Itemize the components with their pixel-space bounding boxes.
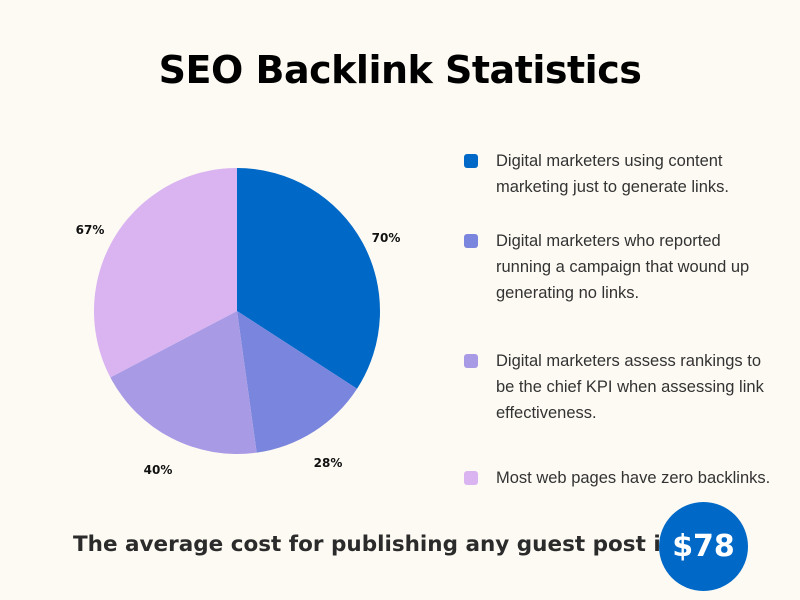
- legend-text: Most web pages have zero backlinks.: [496, 469, 771, 487]
- pie-slice: [110, 311, 257, 454]
- legend-text: Digital marketers assess rankings to be …: [496, 352, 764, 422]
- pie-slice: [237, 168, 380, 389]
- slice-label: 67%: [76, 223, 105, 237]
- legend-swatch: [464, 471, 478, 485]
- legend-swatch: [464, 234, 478, 248]
- legend-swatch: [464, 354, 478, 368]
- legend-item-rankings-kpi: Digital marketers assess rankings to be …: [464, 348, 784, 426]
- legend-swatch: [464, 154, 478, 168]
- pie-slice: [94, 168, 238, 378]
- footer-text: The average cost for publishing any gues…: [73, 532, 674, 557]
- pie-slice: [237, 311, 358, 453]
- legend-item-content-marketing: Digital marketers using content marketin…: [464, 148, 784, 200]
- legend-item-no-links-campaign: Digital marketers who reported running a…: [464, 228, 784, 306]
- legend-text: Digital marketers who reported running a…: [496, 232, 750, 302]
- price-badge: $78: [659, 502, 748, 591]
- legend-item-zero-backlinks: Most web pages have zero backlinks.: [464, 465, 784, 491]
- chart-title: SEO Backlink Statistics: [158, 48, 642, 92]
- slice-label: 70%: [372, 231, 401, 245]
- price-value: $78: [672, 529, 735, 564]
- slice-label: 28%: [314, 456, 343, 470]
- slice-label: 40%: [144, 463, 173, 477]
- legend-text: Digital marketers using content marketin…: [496, 152, 729, 196]
